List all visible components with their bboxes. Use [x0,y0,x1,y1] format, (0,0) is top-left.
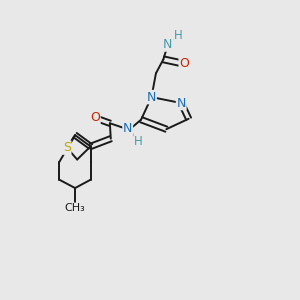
Text: O: O [90,111,100,124]
Text: S: S [63,141,71,154]
Text: N: N [123,122,132,135]
Text: N: N [176,97,186,110]
Text: H: H [134,135,143,148]
Text: H: H [174,29,183,42]
Text: CH₃: CH₃ [65,203,85,213]
Text: N: N [147,91,156,103]
Text: N: N [163,38,172,51]
Text: O: O [179,57,189,70]
